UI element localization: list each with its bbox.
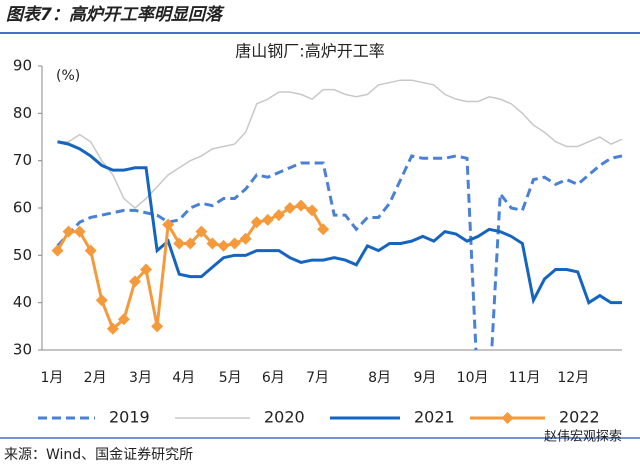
y-tick-label: 70 [13, 151, 32, 169]
chart-title: 唐山钢厂:高炉开工率 [235, 42, 384, 61]
series-marker [84, 244, 97, 257]
series-marker [206, 237, 219, 250]
x-tick-label: 6月 [262, 370, 285, 386]
series-line [57, 140, 622, 305]
series-marker [195, 225, 208, 238]
series-marker [184, 237, 197, 250]
series-marker [95, 294, 108, 307]
series-marker [317, 223, 330, 236]
series-marker [62, 225, 75, 238]
watermark: 赵伟宏观探索 [544, 430, 622, 445]
plot [51, 79, 623, 350]
series-marker [261, 213, 274, 226]
legend-label: 2019 [109, 408, 150, 427]
y-label: (%) [56, 68, 80, 84]
legend-marker [501, 412, 514, 424]
series-marker [128, 275, 141, 288]
series-marker [173, 237, 186, 250]
x-tick-label: 5月 [219, 370, 242, 386]
y-tick-label: 90 [13, 57, 32, 75]
y-tick-label: 40 [13, 293, 32, 311]
series-marker [106, 322, 119, 335]
series-marker [283, 202, 296, 214]
y-tick-label: 50 [13, 246, 32, 264]
x-tick-label: 2月 [84, 370, 107, 386]
series-marker [73, 225, 86, 238]
y-tick-label: 60 [13, 199, 32, 217]
x-tick-label: 8月 [368, 370, 391, 386]
series-marker [140, 263, 153, 276]
x-tick-label: 11月 [509, 370, 541, 386]
series-marker [295, 199, 308, 212]
legend-label: 2022 [559, 408, 600, 427]
x-tick-label: 7月 [306, 370, 329, 386]
series-marker [217, 239, 230, 252]
x-tick-label: 3月 [129, 370, 152, 386]
y-tick-label: 80 [13, 104, 32, 122]
legend-label: 2020 [264, 408, 305, 427]
series-marker [51, 244, 64, 257]
series-line [56, 204, 325, 332]
figure-title: 图表7：高炉开工率明显回落 [6, 5, 225, 25]
series-line [56, 154, 623, 350]
legend: 2019 2020 2021 2022 [38, 408, 600, 427]
series-marker [250, 216, 263, 229]
x-tick-label: 9月 [414, 370, 437, 386]
legend-label: 2021 [414, 408, 455, 427]
x-tick-label: 4月 [172, 370, 195, 386]
series-marker [239, 232, 252, 245]
y-tick-label: 30 [13, 341, 32, 359]
series-marker [228, 237, 241, 250]
x-tick-label: 10月 [457, 370, 489, 386]
x-tick-label: 12月 [557, 370, 589, 386]
series-line [57, 79, 623, 209]
x-tick-label: 1月 [41, 370, 64, 386]
series-marker [151, 320, 164, 333]
source: 来源：Wind、国金证券研究所 [4, 447, 193, 463]
series-marker [306, 204, 319, 217]
series-marker [272, 209, 285, 222]
series-marker [162, 218, 175, 231]
series-marker [117, 313, 130, 326]
